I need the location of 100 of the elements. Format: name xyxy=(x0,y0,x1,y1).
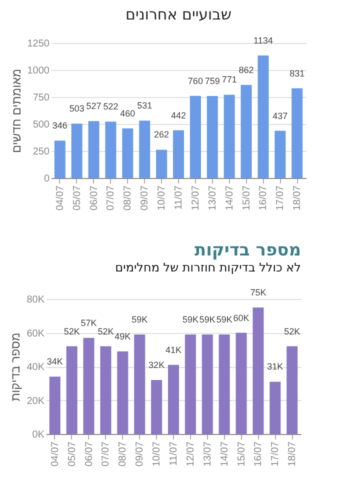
y-tick-label: 0K xyxy=(32,430,45,440)
y-axis-title: מספר בדיקות xyxy=(8,332,23,402)
y-tick-label: 250 xyxy=(32,146,50,158)
bar xyxy=(88,121,100,178)
bar xyxy=(172,130,184,178)
data-label: 75K xyxy=(250,287,266,298)
bar xyxy=(190,96,201,178)
bar xyxy=(240,84,252,178)
y-tick-label: 60K xyxy=(26,328,45,340)
data-label: 1134 xyxy=(254,36,273,46)
y-tick-label: 1000 xyxy=(27,66,50,76)
data-label: 34K xyxy=(46,356,63,367)
x-tick-label: 08/07 xyxy=(118,441,129,467)
data-label: 52K xyxy=(284,326,300,336)
x-tick-label: 16/07 xyxy=(258,185,270,211)
bar xyxy=(274,130,286,178)
x-tick-label: 18/07 xyxy=(287,441,298,467)
y-tick-label: 750 xyxy=(32,92,50,104)
y-tick-label: 1250 xyxy=(27,38,50,50)
data-label: 346 xyxy=(52,120,68,131)
data-label: 49K xyxy=(114,331,131,342)
x-tick-label: 05/07 xyxy=(72,185,83,211)
data-label: 831 xyxy=(290,68,305,78)
data-label: 442 xyxy=(170,110,186,120)
x-tick-label: 04/07 xyxy=(54,185,66,211)
data-label: 52K xyxy=(64,326,80,336)
data-label: 460 xyxy=(120,108,136,118)
x-tick-label: 08/07 xyxy=(122,185,134,211)
bar xyxy=(66,346,78,434)
data-label: 59K xyxy=(199,314,216,324)
chart-title: שבועיים אחרונים xyxy=(126,6,232,24)
bar xyxy=(258,56,269,178)
data-label: 760 xyxy=(188,76,203,86)
x-tick-label: 10/07 xyxy=(156,185,168,211)
data-label: 503 xyxy=(69,104,84,114)
data-label: 59K xyxy=(182,314,198,324)
bar xyxy=(156,150,168,178)
bar xyxy=(206,96,218,178)
data-label: 59K xyxy=(216,314,232,324)
x-tick-label: 12/07 xyxy=(190,185,202,211)
data-label: 527 xyxy=(86,101,102,112)
bar xyxy=(54,140,66,178)
x-tick-label: 18/07 xyxy=(292,185,304,211)
data-label: 771 xyxy=(222,74,237,85)
x-tick-label: 14/07 xyxy=(224,185,236,211)
x-tick-label: 16/07 xyxy=(253,441,264,467)
data-label: 31K xyxy=(267,362,284,372)
data-label: 60K xyxy=(233,312,250,323)
chart-subtitle: לא כולל בדיקות חוזרות של מחלימים xyxy=(115,260,301,274)
y-tick-label: 500 xyxy=(32,120,50,130)
x-tick-label: 06/07 xyxy=(88,185,100,211)
bar xyxy=(252,307,264,434)
bar xyxy=(218,334,230,434)
x-tick-label: 11/07 xyxy=(168,441,180,466)
data-label: 32K xyxy=(148,360,165,370)
data-label: 52K xyxy=(98,326,114,336)
x-tick-label: 15/07 xyxy=(236,441,248,467)
bar xyxy=(184,334,196,434)
bar xyxy=(292,88,303,178)
x-tick-label: 06/07 xyxy=(84,441,95,467)
data-label: 262 xyxy=(154,130,170,140)
x-tick-label: 07/07 xyxy=(100,441,112,467)
y-tick-label: 40K xyxy=(26,362,45,373)
chart-title: מספר בדיקות xyxy=(194,240,301,260)
x-tick-label: 10/07 xyxy=(152,441,163,467)
bar xyxy=(168,364,180,434)
bar xyxy=(122,128,134,178)
x-tick-label: 07/07 xyxy=(106,185,117,211)
bar xyxy=(100,346,112,434)
bar xyxy=(224,94,235,178)
x-tick-label: 17/07 xyxy=(275,185,286,211)
y-tick-label: 0 xyxy=(44,174,50,184)
x-tick-label: 17/07 xyxy=(270,441,282,467)
x-tick-label: 15/07 xyxy=(241,185,252,211)
data-label: 759 xyxy=(204,76,220,86)
bar xyxy=(71,124,82,178)
bar xyxy=(286,346,298,434)
x-tick-label: 09/07 xyxy=(134,441,146,467)
bar xyxy=(49,376,60,434)
data-label: 41K xyxy=(165,344,182,355)
bar xyxy=(139,120,150,178)
bar xyxy=(117,351,128,434)
bar xyxy=(202,334,213,434)
x-tick-label: 13/07 xyxy=(207,185,218,211)
x-tick-label: 13/07 xyxy=(202,441,214,467)
y-tick-label: 20K xyxy=(26,396,45,407)
x-tick-label: 12/07 xyxy=(185,441,196,467)
data-label: 522 xyxy=(103,102,118,112)
x-tick-label: 09/07 xyxy=(140,185,151,211)
y-axis-title: מאומתים חדשים xyxy=(9,68,24,154)
bar xyxy=(105,122,116,178)
x-tick-label: 11/07 xyxy=(174,185,184,210)
x-tick-label: 14/07 xyxy=(219,441,230,467)
x-tick-label: 05/07 xyxy=(66,441,78,467)
data-label: 531 xyxy=(137,100,152,111)
bar xyxy=(83,338,94,434)
x-tick-label: 04/07 xyxy=(50,441,61,467)
bar xyxy=(270,382,281,434)
data-label: 437 xyxy=(272,110,288,121)
bar xyxy=(236,332,247,434)
